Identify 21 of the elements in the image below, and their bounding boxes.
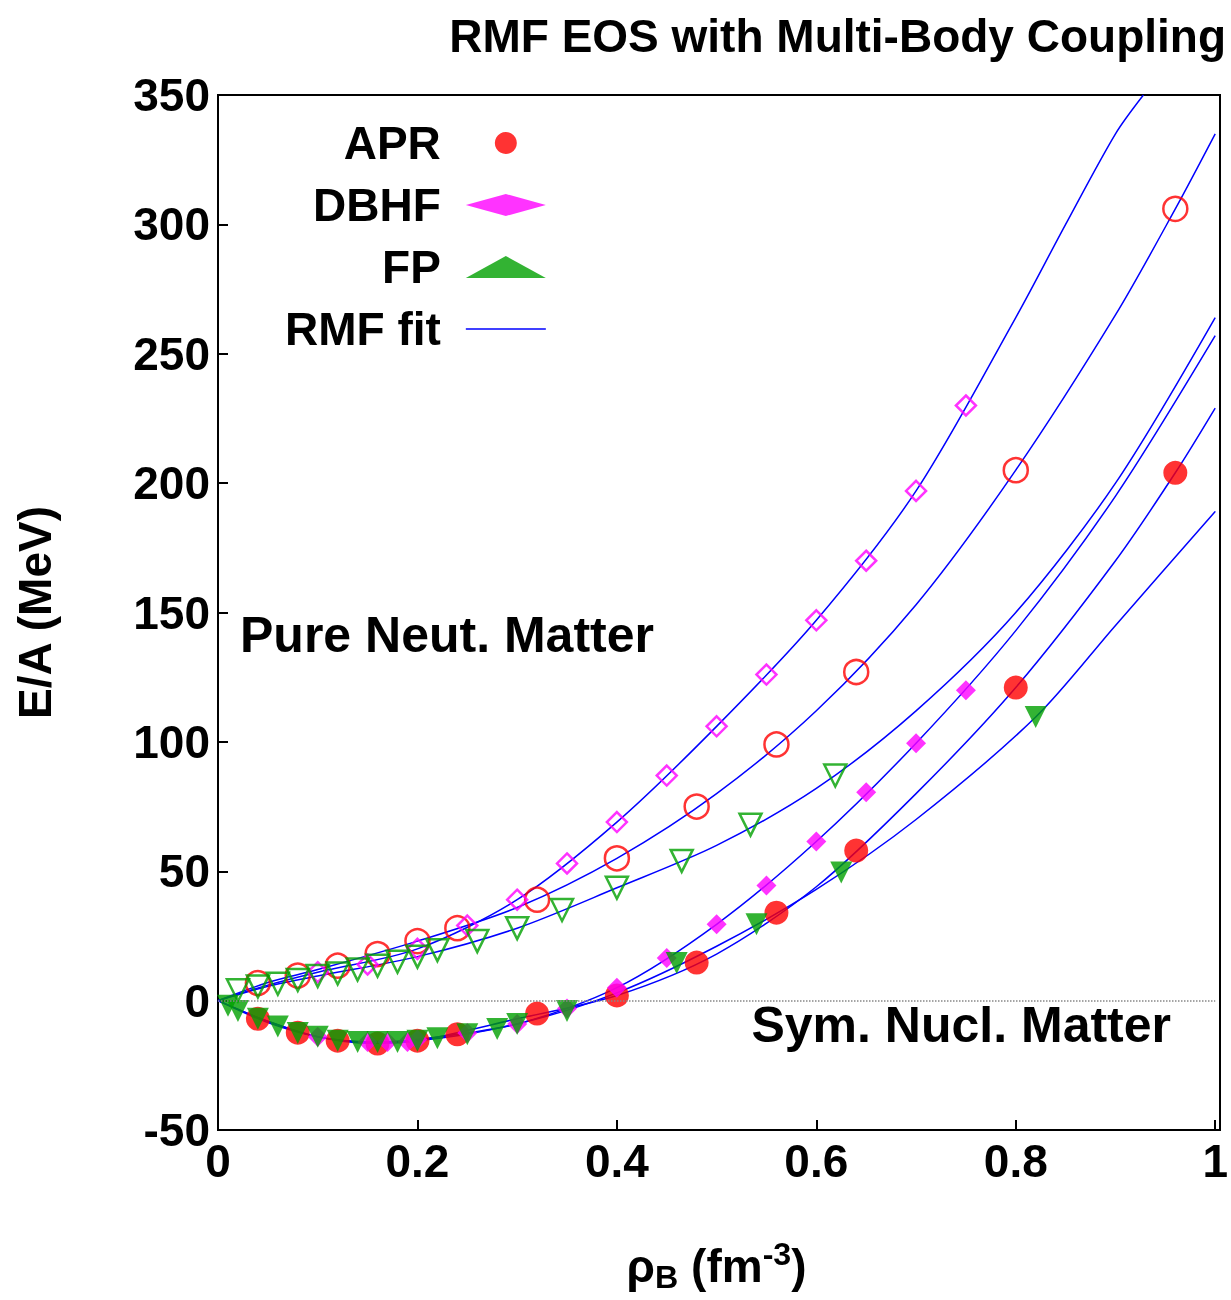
x-tick-label: 0.8 [983, 1135, 1048, 1187]
x-tick-label: 0.4 [584, 1135, 650, 1187]
y-tick-label: 350 [133, 69, 210, 121]
x-tick-label: 1 [1202, 1135, 1229, 1187]
y-tick-label: 300 [133, 198, 210, 251]
y-tick-label: 250 [133, 327, 210, 380]
y-tick-label: 150 [133, 586, 210, 639]
y-axis-title: E/A (MeV) [9, 506, 61, 719]
y-tick-label: 100 [133, 715, 210, 768]
legend-label: APR [343, 117, 441, 169]
x-tick-label: 0.6 [784, 1135, 849, 1187]
legend-label: FP [382, 241, 441, 293]
y-tick-label: 50 [158, 845, 210, 898]
legend-label: RMF fit [284, 303, 441, 355]
y-tick-label: 200 [133, 457, 210, 510]
x-tick-label: 0.2 [385, 1135, 450, 1187]
legend-label: DBHF [313, 179, 441, 231]
annotation: Sym. Nucl. Matter [751, 997, 1172, 1053]
y-tick-label: 0 [184, 974, 210, 1027]
chart-title: RMF EOS with Multi-Body Coupling [449, 10, 1226, 62]
annotation: Pure Neut. Matter [240, 607, 654, 663]
